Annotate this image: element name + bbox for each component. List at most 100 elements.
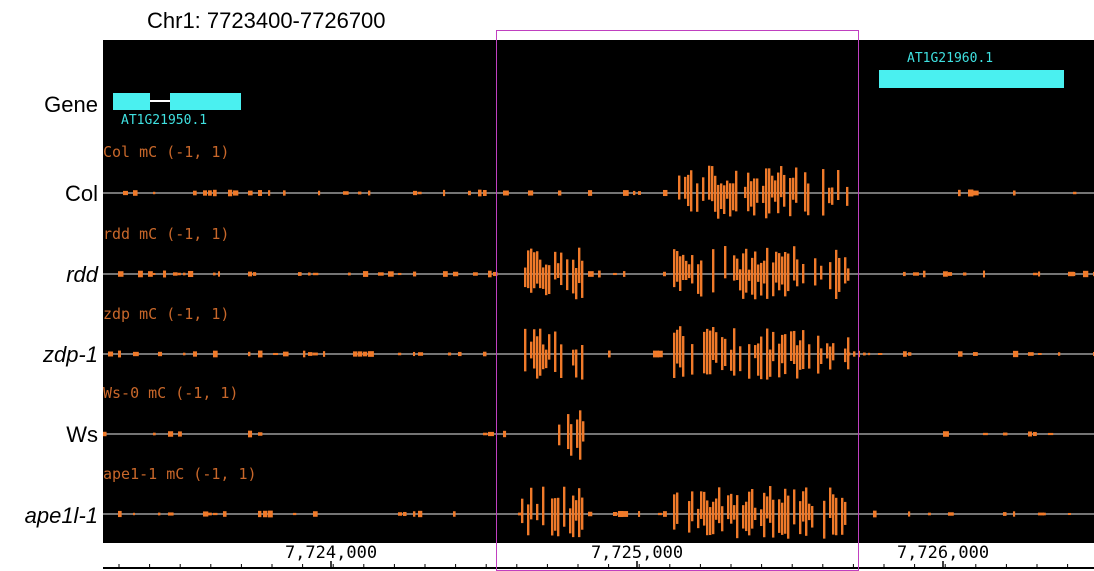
methylation-bar	[203, 511, 209, 517]
methylation-bar	[203, 190, 207, 196]
methylation-bar	[653, 350, 659, 358]
methylation-bar	[581, 260, 584, 298]
methylation-bar	[691, 255, 694, 284]
methylation-bar	[828, 187, 831, 204]
methylation-bar	[208, 190, 212, 196]
methylation-bar	[784, 334, 787, 375]
methylation-bar	[539, 259, 542, 289]
methylation-bar	[739, 269, 742, 291]
methylation-bar	[413, 190, 418, 196]
methylation-bar	[844, 257, 847, 284]
row-label-rdd: rdd	[66, 262, 98, 287]
methylation-bar	[363, 271, 369, 277]
methylation-bar	[566, 259, 569, 291]
methylation-bar	[273, 352, 279, 356]
methylation-bar	[928, 512, 931, 516]
methylation-bar	[118, 510, 122, 518]
methylation-bar	[795, 167, 798, 203]
methylation-bar	[793, 489, 796, 525]
methylation-bar	[527, 504, 530, 536]
methylation-bar	[757, 264, 760, 282]
methylation-bar	[613, 512, 618, 516]
track-label-ws: Ws-0 mC (-1, 1)	[103, 384, 239, 402]
methylation-bar	[762, 185, 765, 203]
methylation-bar	[829, 262, 832, 290]
methylation-bar	[313, 511, 318, 517]
methylation-bar	[736, 495, 739, 539]
methylation-bar	[343, 191, 349, 195]
methylation-bar	[598, 270, 601, 278]
methylation-bar	[548, 334, 551, 360]
methylation-bar	[413, 511, 416, 517]
methylation-bar	[679, 326, 682, 368]
methylation-bar	[760, 336, 763, 380]
genome-browser-panel[interactable]: AT1G21950.1 AT1G21960.1 Col mC (-1, 1) r…	[103, 40, 1094, 543]
methylation-bar	[717, 184, 720, 219]
methylation-bar	[348, 272, 351, 276]
methylation-bar	[483, 351, 487, 357]
methylation-bar	[530, 487, 533, 520]
methylation-bar	[673, 494, 676, 530]
gene-exon	[113, 93, 150, 110]
methylation-bar	[323, 351, 326, 357]
methylation-bar	[418, 191, 422, 195]
gene-layer	[113, 70, 1064, 110]
methylation-bar	[303, 350, 306, 358]
gene-exon	[170, 93, 241, 110]
methylation-bar	[108, 351, 114, 357]
methylation-bar	[958, 351, 963, 357]
methylation-bar	[769, 486, 772, 523]
methylation-bar	[558, 190, 562, 196]
methylation-bar	[676, 492, 679, 524]
methylation-bar	[173, 272, 178, 276]
methylation-bar	[789, 178, 792, 217]
ruler-axis	[103, 561, 1094, 569]
methylation-bar	[158, 351, 163, 357]
gene-exon	[879, 70, 1064, 88]
methylation-bar	[658, 512, 662, 516]
methylation-bar	[248, 190, 253, 196]
methylation-bar	[805, 487, 808, 536]
methylation-bar	[1073, 191, 1077, 195]
methylation-bar	[983, 270, 986, 278]
methylation-bar	[832, 494, 835, 535]
methylation-bar	[148, 271, 153, 277]
methylation-bar	[802, 491, 805, 522]
methylation-bar	[563, 486, 566, 527]
methylation-bar	[754, 251, 757, 300]
coordinate-ruler: 7,724,000 7,725,000 7,726,000	[103, 543, 1094, 571]
methylation-bar	[528, 190, 534, 196]
methylation-bar	[533, 252, 536, 289]
methylation-bar	[248, 430, 253, 438]
methylation-bar	[844, 348, 847, 363]
methylation-bar	[453, 271, 459, 277]
methylation-bar	[724, 338, 727, 367]
methylation-bar	[781, 502, 784, 535]
methylation-bar	[790, 331, 793, 361]
methylation-bar	[413, 351, 416, 357]
methylation-bar	[844, 501, 847, 525]
methylation-bar	[138, 270, 143, 278]
methylation-bar	[493, 271, 498, 277]
track-label-rdd: rdd mC (-1, 1)	[103, 225, 230, 243]
methylation-bar	[358, 351, 363, 357]
methylation-bar	[118, 350, 121, 358]
methylation-bar	[709, 507, 712, 536]
methylation-bar	[158, 512, 161, 516]
methylation-bar	[706, 500, 709, 536]
methylation-bar	[771, 175, 774, 198]
methylation-bar	[313, 272, 319, 276]
methylation-bar	[118, 271, 124, 277]
methylation-bar	[714, 175, 717, 212]
methylation-bar	[787, 253, 790, 292]
methylation-bar	[973, 190, 979, 196]
methylation-bar	[663, 189, 668, 197]
methylation-bar	[712, 501, 715, 535]
methylation-bar	[802, 330, 805, 370]
methylation-bar	[542, 344, 545, 370]
methylation-bar	[560, 252, 563, 286]
methylation-bar	[542, 267, 545, 289]
methylation-bar	[283, 351, 289, 357]
methylation-bar	[539, 328, 542, 376]
methylation-bar	[623, 511, 629, 517]
